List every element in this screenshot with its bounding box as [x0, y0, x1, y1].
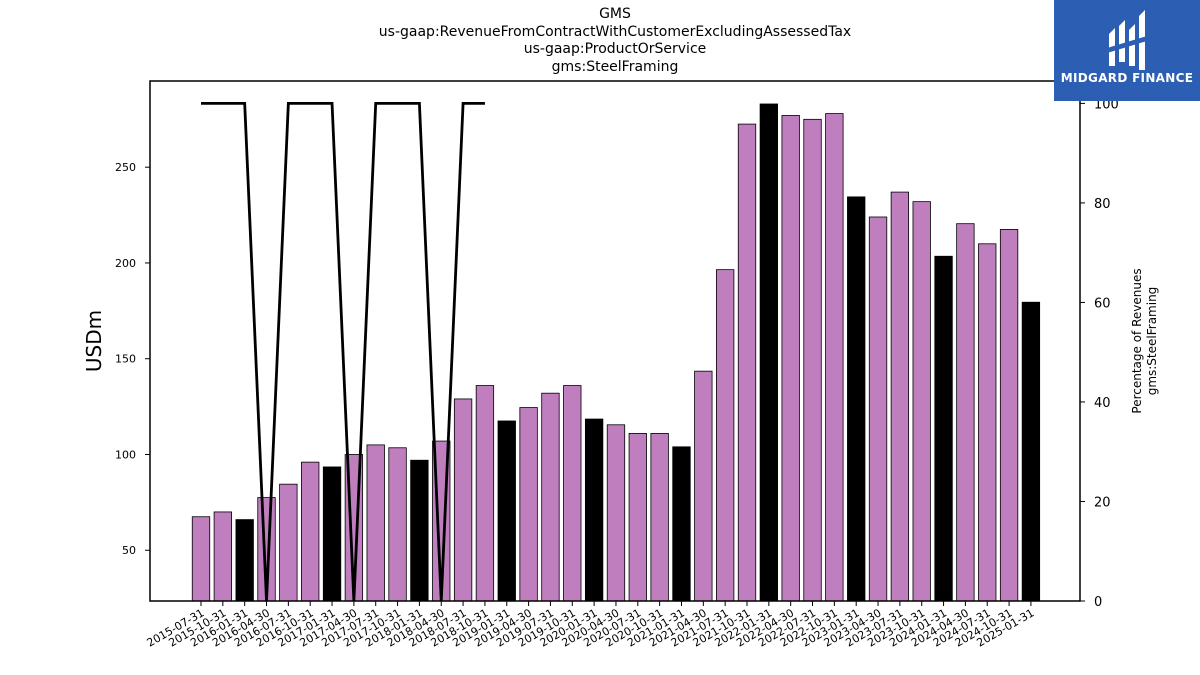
bar-2022-10-31	[825, 113, 844, 602]
y2-tick-label: 40	[1094, 396, 1111, 411]
bar-2015-07-31	[191, 516, 211, 602]
bar-2018-10-31	[475, 385, 495, 602]
x-axis: 2015-07-312015-10-312016-01-312016-04-30…	[145, 601, 1036, 650]
percentage-line	[201, 101, 485, 602]
bar-series	[191, 103, 1041, 602]
percentage-line-series	[201, 101, 485, 602]
bar-2020-10-31	[650, 433, 669, 602]
y2-tick-label: 60	[1094, 296, 1111, 311]
bar-2023-04-30	[868, 216, 888, 602]
bar-2022-01-31	[759, 103, 778, 602]
bar-2017-01-31	[322, 466, 342, 602]
y-tick-label: 50	[122, 544, 136, 557]
bar-2018-07-31	[453, 398, 473, 602]
y-axis-label: USDm	[82, 310, 106, 372]
y2-tick-label: 20	[1094, 495, 1111, 510]
chart-title: GMS us-gaap:RevenueFromContractWithCusto…	[150, 6, 1080, 76]
bar-2018-01-31	[410, 459, 429, 602]
bar-2021-04-30	[694, 370, 713, 602]
bar-2023-10-31	[912, 201, 931, 602]
bar-2024-01-31	[934, 255, 953, 602]
bar-2025-01-31	[1021, 301, 1041, 602]
bar-2019-10-31	[563, 385, 582, 602]
bar-2016-07-31	[279, 483, 298, 602]
y2-axis-label-line-2: gms:SteelFraming	[1145, 287, 1159, 396]
y2-tick-label: 100	[1094, 97, 1119, 112]
bar-2022-04-30	[781, 115, 800, 602]
bar-2019-01-31	[497, 420, 516, 602]
title-line-4: gms:SteelFraming	[551, 58, 679, 75]
title-line-3: us-gaap:ProductOrService	[523, 41, 707, 57]
bar-2022-07-31	[803, 118, 822, 602]
bar-2021-10-31	[737, 123, 757, 602]
bar-2024-07-31	[978, 243, 997, 602]
plot-frame	[149, 80, 1081, 602]
bar-2021-07-31	[716, 269, 735, 602]
bar-2024-10-31	[999, 229, 1019, 602]
left-y-axis: 50 100 150 200 250	[115, 161, 150, 557]
bar-2020-07-31	[628, 433, 647, 602]
right-y-axis: 0 20 40 60 80 100	[1080, 97, 1119, 610]
y2-axis-label-line-1: Percentage of Revenues	[1130, 268, 1144, 413]
title-line-1: GMS	[599, 6, 631, 22]
bar-2020-01-31	[584, 418, 604, 602]
bar-2016-10-31	[301, 461, 320, 602]
y2-tick-label: 0	[1094, 595, 1102, 610]
bar-2023-07-31	[890, 191, 910, 602]
y2-tick-label: 80	[1094, 197, 1111, 212]
y-tick-label: 250	[115, 161, 136, 174]
bar-2017-10-31	[388, 447, 407, 602]
bar-2019-04-30	[519, 407, 538, 602]
bar-2023-01-31	[847, 196, 866, 602]
bar-2021-01-31	[672, 446, 691, 602]
logo-text: MIDGARD FINANCE	[1060, 71, 1194, 85]
y-tick-label: 150	[115, 353, 136, 366]
y-tick-label: 200	[115, 257, 136, 270]
bar-2019-07-31	[541, 392, 560, 602]
midgard-logo-icon	[1107, 10, 1147, 70]
title-line-2: us-gaap:RevenueFromContractWithCustomerE…	[378, 23, 852, 40]
bar-2024-04-30	[956, 223, 975, 602]
y-tick-label: 100	[115, 448, 136, 461]
bar-2020-04-30	[606, 424, 626, 602]
midgard-finance-logo: MIDGARD FINANCE	[1054, 0, 1200, 101]
bar-2016-01-31	[235, 519, 254, 602]
bar-2017-07-31	[366, 444, 385, 602]
bar-2015-10-31	[213, 511, 232, 602]
